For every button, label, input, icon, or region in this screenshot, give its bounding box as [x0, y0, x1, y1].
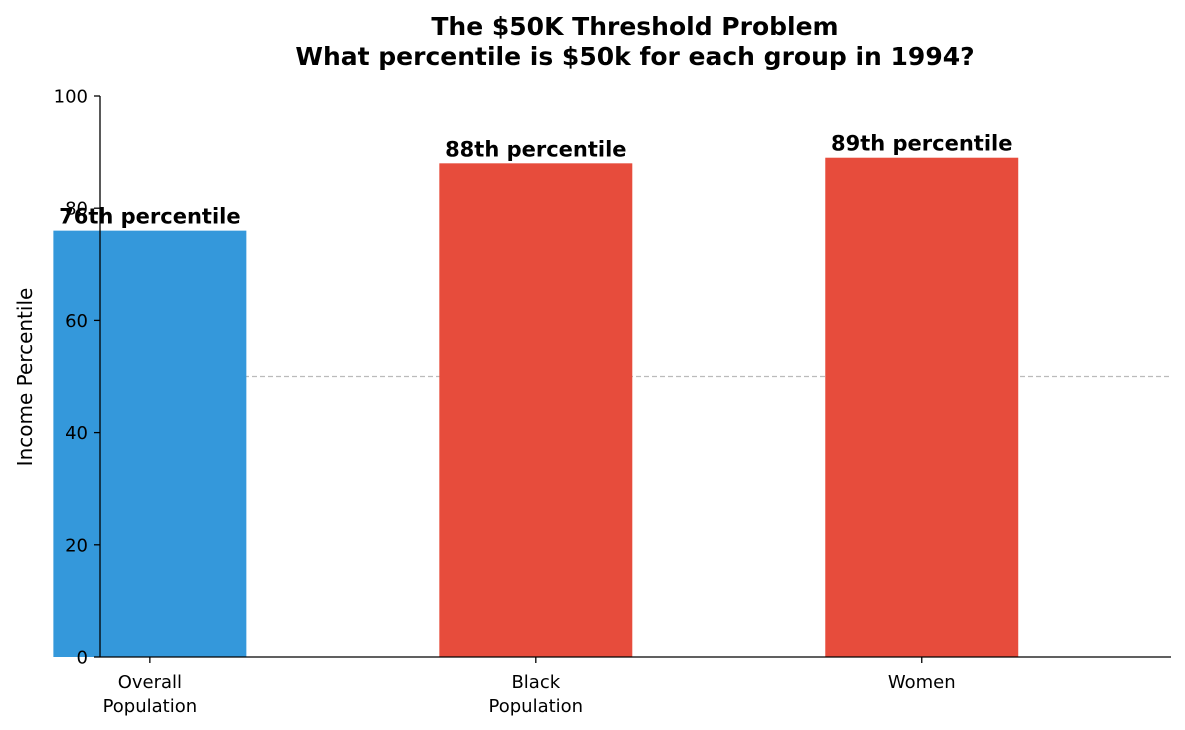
x-ticks-layer: Overall Population Black Population Women [103, 657, 956, 717]
x-tick-label-0-0: Overall [118, 672, 182, 693]
y-tick-label-3: 60 [65, 311, 88, 332]
y-tick-label-5: 100 [54, 87, 88, 108]
bars-layer [53, 157, 1019, 657]
data-label-0: 76th percentile [59, 205, 240, 229]
data-label-2: 89th percentile [831, 132, 1012, 156]
x-tick-label-2-0: Women [888, 672, 956, 693]
bar-2 [825, 157, 1019, 657]
data-label-1: 88th percentile [445, 137, 626, 161]
bar-1 [439, 163, 633, 657]
axes-layer [99, 96, 1171, 658]
chart-title-line-2: What percentile is $50k for each group i… [295, 42, 974, 71]
y-tick-label-0: 0 [77, 648, 88, 669]
x-tick-label-1-0: Black [511, 672, 560, 693]
y-tick-label-2: 40 [65, 423, 88, 444]
y-ticks-layer: 0 20 40 60 80 100 [54, 87, 100, 669]
x-tick-label-1-1: Population [489, 696, 584, 717]
chart-title-line-1: The $50K Threshold Problem [431, 12, 838, 41]
x-tick-label-0-1: Population [103, 696, 198, 717]
y-axis-label: Income Percentile [13, 288, 37, 467]
data-labels-layer: 76th percentile 88th percentile 89th perce… [59, 132, 1012, 229]
y-tick-label-4: 80 [65, 199, 88, 220]
bar-0 [53, 230, 247, 657]
y-tick-label-1: 20 [65, 535, 88, 556]
chart-title: The $50K Threshold Problem What percenti… [295, 12, 974, 71]
